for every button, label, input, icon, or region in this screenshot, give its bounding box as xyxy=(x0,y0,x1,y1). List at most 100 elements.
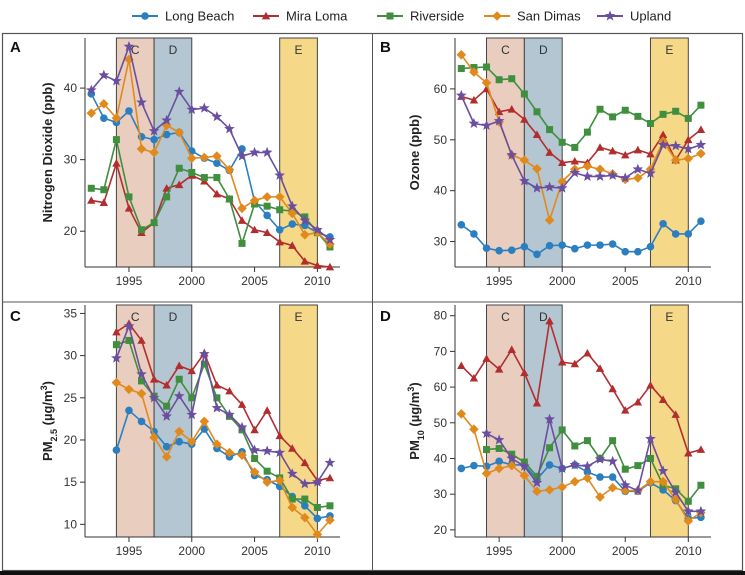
data-point-long-beach-1994 xyxy=(482,244,491,252)
data-point-long-beach-2007 xyxy=(275,225,284,234)
data-point-long-beach-1998 xyxy=(533,250,541,259)
data-point-upland-1996 xyxy=(506,149,518,160)
y-tick-label: 10 xyxy=(64,517,78,531)
data-point-san-dimas-2000 xyxy=(186,436,197,447)
data-point-riverside-2000 xyxy=(188,169,196,177)
data-point-upland-1994 xyxy=(111,75,122,86)
period-band-c xyxy=(486,37,525,268)
data-point-riverside-2000 xyxy=(188,394,196,402)
data-point-riverside-1998 xyxy=(533,472,541,480)
data-point-mira-loma-2005 xyxy=(621,406,630,414)
data-point-mira-loma-1997 xyxy=(520,368,529,377)
y-axis-label: PM2.5 (µg/m3) xyxy=(39,381,59,461)
data-point-riverside-1996 xyxy=(138,226,146,234)
data-point-san-dimas-2010 xyxy=(683,153,694,164)
data-point-upland-1996 xyxy=(506,452,518,464)
data-point-upland-1995 xyxy=(493,434,505,445)
y-tick-label: 20 xyxy=(64,224,78,238)
data-point-san-dimas-2001 xyxy=(199,416,210,427)
data-point-mira-loma-2002 xyxy=(212,189,222,198)
data-point-upland-1997 xyxy=(519,175,530,186)
period-label-e: E xyxy=(665,310,673,324)
y-tick-label: 35 xyxy=(64,306,78,320)
data-point-riverside-2005 xyxy=(621,465,629,473)
data-point-mira-loma-2007 xyxy=(275,237,284,246)
period-label-c: C xyxy=(131,43,140,57)
data-point-mira-loma-2003 xyxy=(225,386,234,395)
data-point-upland-2007 xyxy=(274,447,286,458)
data-point-riverside-1997 xyxy=(150,219,158,227)
data-point-mira-loma-2003 xyxy=(595,364,605,372)
data-point-mira-loma-1999 xyxy=(175,361,184,370)
data-point-long-beach-1992 xyxy=(457,220,466,229)
period-label-d: D xyxy=(169,43,178,57)
data-point-riverside-1994 xyxy=(483,63,491,71)
data-point-upland-2009 xyxy=(670,486,682,497)
data-point-upland-1994 xyxy=(481,119,492,131)
data-point-riverside-2010 xyxy=(684,497,692,505)
y-tick-label: 20 xyxy=(434,523,448,537)
legend-marker-upland xyxy=(604,10,616,21)
data-point-san-dimas-1993 xyxy=(99,99,109,109)
period-band-c xyxy=(486,304,525,538)
data-point-san-dimas-2005 xyxy=(249,467,260,477)
x-tick-label: 2000 xyxy=(178,544,205,558)
data-point-upland-2011 xyxy=(324,457,336,468)
data-point-riverside-2010 xyxy=(684,114,692,122)
legend-label-riverside: Riverside xyxy=(410,9,464,24)
period-label-e: E xyxy=(665,43,673,57)
series-upland xyxy=(85,40,336,245)
legend-item-long-beach: Long Beach xyxy=(132,9,234,24)
data-point-long-beach-1997 xyxy=(520,242,529,251)
data-point-mira-loma-2008 xyxy=(288,241,297,249)
x-tick-label: 1995 xyxy=(486,544,513,558)
data-point-riverside-2001 xyxy=(200,174,208,182)
data-point-upland-2002 xyxy=(582,460,593,471)
data-point-mira-loma-2000 xyxy=(557,158,567,167)
period-band-e xyxy=(279,37,318,268)
y-tick-label: 60 xyxy=(434,380,448,394)
data-point-riverside-2003 xyxy=(596,105,604,113)
data-point-long-beach-1993 xyxy=(470,461,478,470)
data-point-mira-loma-1999 xyxy=(545,148,554,156)
data-point-san-dimas-2003 xyxy=(595,492,605,502)
data-point-san-dimas-2002 xyxy=(582,473,593,483)
data-point-mira-loma-1996 xyxy=(507,105,516,113)
data-point-san-dimas-1995 xyxy=(124,384,134,395)
legend-label-mira-loma: Mira Loma xyxy=(286,9,348,24)
data-point-upland-2007 xyxy=(645,167,656,178)
data-point-upland-2006 xyxy=(632,485,644,496)
x-tick-label: 2005 xyxy=(241,274,268,288)
panel-letter: A xyxy=(10,39,21,56)
data-point-san-dimas-2010 xyxy=(312,529,323,540)
data-point-long-beach-2008 xyxy=(659,219,667,228)
data-point-san-dimas-1992 xyxy=(456,49,467,60)
series-upland xyxy=(111,320,336,489)
data-point-mira-loma-2011 xyxy=(325,262,335,271)
data-point-mira-loma-2007 xyxy=(646,381,655,389)
data-point-mira-loma-2005 xyxy=(250,225,259,234)
data-point-mira-loma-1995 xyxy=(494,365,504,373)
data-point-mira-loma-2006 xyxy=(633,145,643,154)
series-long-beach xyxy=(457,217,705,259)
legend-marker-mira-loma xyxy=(261,11,271,20)
data-point-upland-1999 xyxy=(173,86,185,97)
data-point-long-beach-1995 xyxy=(495,457,503,466)
data-point-riverside-2009 xyxy=(301,495,309,503)
data-point-san-dimas-2006 xyxy=(262,477,272,487)
data-point-upland-2003 xyxy=(224,123,235,134)
data-point-upland-2008 xyxy=(286,200,298,211)
data-point-long-beach-2009 xyxy=(301,501,309,510)
data-point-san-dimas-2001 xyxy=(199,152,210,163)
data-point-san-dimas-1992 xyxy=(86,108,97,118)
data-point-san-dimas-2003 xyxy=(224,447,235,458)
data-point-san-dimas-1992 xyxy=(456,409,467,419)
data-point-upland-1992 xyxy=(85,84,97,95)
data-point-upland-2003 xyxy=(594,453,606,464)
data-point-mira-loma-2007 xyxy=(275,431,284,440)
data-point-long-beach-1995 xyxy=(495,246,503,255)
data-point-upland-2001 xyxy=(199,102,210,113)
data-point-san-dimas-2000 xyxy=(557,176,567,187)
data-point-mira-loma-2005 xyxy=(621,150,630,159)
